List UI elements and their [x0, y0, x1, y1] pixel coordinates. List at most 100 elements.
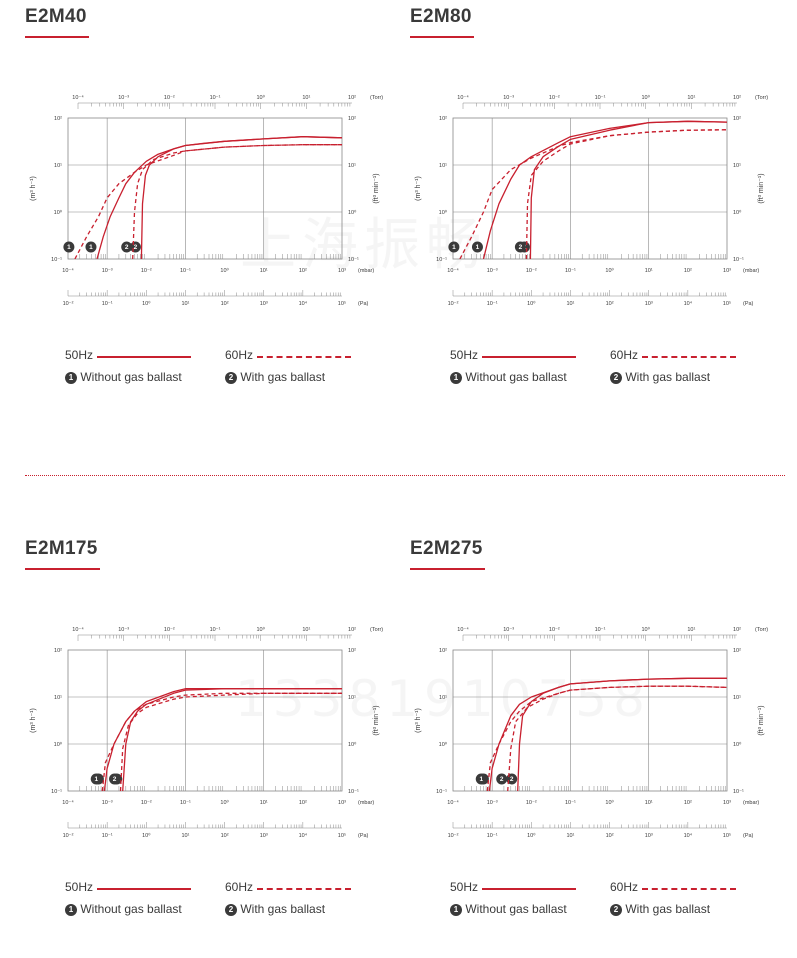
x-tick-label-torr: 10¹	[687, 95, 695, 101]
curve-badge: 1	[63, 241, 75, 253]
chart-legend: 50Hz 60Hz 1 Without gas ballast 2 With g…	[65, 880, 385, 920]
legend-50hz-label: 50Hz	[65, 348, 94, 362]
curve-badge: 2	[514, 241, 526, 253]
x-tick-label-mbar: 10²	[684, 268, 692, 274]
x-tick-label-torr: 10⁻¹	[595, 627, 606, 633]
x-tick-label-pa: 10⁻¹	[487, 833, 498, 839]
y-tick-label-left: 10²	[439, 116, 447, 122]
y-tick-label-right: 10²	[733, 648, 741, 654]
x-tick-label-mbar: 10²	[299, 800, 307, 806]
x-tick-label-mbar: 10⁻¹	[565, 268, 576, 274]
y-axis-label-right: (ft³ min⁻¹)	[373, 705, 380, 735]
x-tick-label-torr: 10⁰	[257, 94, 266, 101]
y-tick-label-right: 10¹	[733, 695, 741, 701]
y-tick-label-right: 10⁻¹	[733, 789, 744, 795]
y-axis-label-left: (m³ h⁻¹)	[415, 708, 422, 733]
x-tick-label-torr: 10⁻²	[164, 627, 175, 633]
chart-legend: 50Hz 60Hz 1 Without gas ballast 2 With g…	[65, 348, 385, 388]
badge-icon: 1	[65, 371, 77, 384]
x-tick-label-mbar: 10⁻⁴	[447, 799, 459, 806]
y-tick-label-left: 10⁰	[439, 741, 448, 748]
badge-circle	[121, 241, 133, 253]
y-tick-label-left: 10⁰	[54, 209, 63, 216]
x-tick-label-torr: 10⁰	[642, 94, 651, 101]
x-tick-label-mbar: 10⁻¹	[180, 800, 191, 806]
legend-50hz-label: 50Hz	[65, 880, 94, 894]
chart-svg: 10² 10¹ 10⁰ 10⁻¹ 10² 10¹ 10⁰ 10⁻¹ (m³ h⁻¹) (ft³ m…	[415, 94, 768, 307]
series-line-dashed-2	[507, 685, 727, 791]
x-tick-label-pa: 10⁵	[338, 300, 346, 307]
x-tick-label-pa: 10⁵	[338, 832, 346, 839]
curve-badge: 1	[85, 241, 97, 253]
curve-badge: 1	[448, 241, 460, 253]
x-tick-label-torr: 10¹	[302, 95, 310, 101]
x-tick-label-torr: 10⁻³	[118, 95, 129, 101]
x-tick-label-pa: 10¹	[181, 833, 189, 839]
title-underline	[410, 568, 485, 570]
x-unit-torr: (Torr)	[370, 627, 383, 633]
series-line-solid-2	[529, 120, 727, 259]
plot-frame	[452, 649, 728, 792]
y-tick-label-left: 10⁻¹	[51, 789, 62, 795]
y-tick-label-right: 10¹	[733, 163, 741, 169]
badge-circle	[448, 241, 460, 253]
y-tick-label-right: 10²	[348, 116, 356, 122]
legend-with-ballast: 2 With gas ballast	[610, 370, 710, 384]
badge-circle	[90, 773, 102, 785]
x-tick-label-pa: 10⁻²	[448, 833, 459, 839]
x-tick-label-mbar: 10³	[338, 800, 346, 806]
series-line-solid-1	[482, 120, 727, 259]
curve-badge: 2	[121, 241, 133, 253]
y-tick-label-left: 10⁰	[54, 741, 63, 748]
legend-60hz-line	[257, 356, 351, 358]
x-unit-mbar: (mbar)	[358, 268, 374, 274]
legend-without-ballast: 1 Without gas ballast	[65, 902, 182, 916]
y-tick-label-right: 10¹	[348, 163, 356, 169]
plot-frame	[452, 117, 728, 260]
y-tick-label-left: 10¹	[439, 695, 447, 701]
y-tick-label-left: 10¹	[439, 163, 447, 169]
badge-label: 2	[125, 244, 129, 251]
badge-circle	[63, 241, 75, 253]
legend-with-ballast: 2 With gas ballast	[225, 370, 325, 384]
x-tick-label-mbar: 10¹	[260, 800, 268, 806]
x-tick-label-pa: 10⁰	[527, 300, 536, 307]
y-axis-label-right: (ft³ min⁻¹)	[758, 173, 765, 203]
x-tick-label-torr: 10⁰	[257, 626, 266, 633]
x-tick-label-mbar: 10⁻³	[487, 800, 498, 806]
x-tick-label-mbar: 10⁻²	[141, 268, 152, 274]
x-tick-label-torr: 10⁻⁴	[457, 626, 469, 633]
x-tick-label-torr: 10⁻¹	[595, 95, 606, 101]
chart-title: E2M175	[25, 538, 98, 559]
x-tick-label-pa: 10¹	[566, 833, 574, 839]
x-tick-label-pa: 10²	[221, 833, 229, 839]
y-tick-label-left: 10⁻¹	[51, 257, 62, 263]
x-tick-label-pa: 10²	[221, 301, 229, 307]
x-tick-label-mbar: 10⁰	[220, 799, 229, 806]
curve-badge: 1	[471, 241, 483, 253]
series-line-solid-2	[517, 677, 727, 791]
series-line-dashed-2	[525, 129, 727, 259]
x-tick-label-pa: 10¹	[566, 301, 574, 307]
badge-label: 2	[510, 776, 514, 783]
series-line-dashed-1	[486, 685, 727, 791]
badge-label: 1	[479, 776, 483, 783]
x-tick-label-mbar: 10³	[723, 268, 731, 274]
x-tick-label-mbar: 10⁻²	[526, 800, 537, 806]
x-tick-label-pa: 10⁴	[299, 832, 308, 839]
x-tick-label-pa: 10⁰	[142, 300, 151, 307]
series-line-dashed-2	[119, 692, 342, 791]
x-tick-label-mbar: 10⁻⁴	[62, 267, 74, 274]
badge-icon: 1	[450, 371, 462, 384]
badge-label: 1	[94, 776, 98, 783]
chart-panel-e2m175: E2M175	[25, 538, 405, 958]
x-unit-pa: (Pa)	[743, 301, 754, 307]
x-tick-label-mbar: 10²	[299, 268, 307, 274]
x-tick-label-mbar: 10⁻¹	[180, 268, 191, 274]
x-unit-pa: (Pa)	[743, 833, 754, 839]
watermark-number: 13381910758	[235, 670, 651, 728]
legend-60hz-label: 60Hz	[610, 348, 639, 362]
legend-50hz-line	[97, 356, 191, 358]
badge-icon: 1	[65, 903, 77, 916]
series-line-dashed-1	[74, 144, 342, 259]
